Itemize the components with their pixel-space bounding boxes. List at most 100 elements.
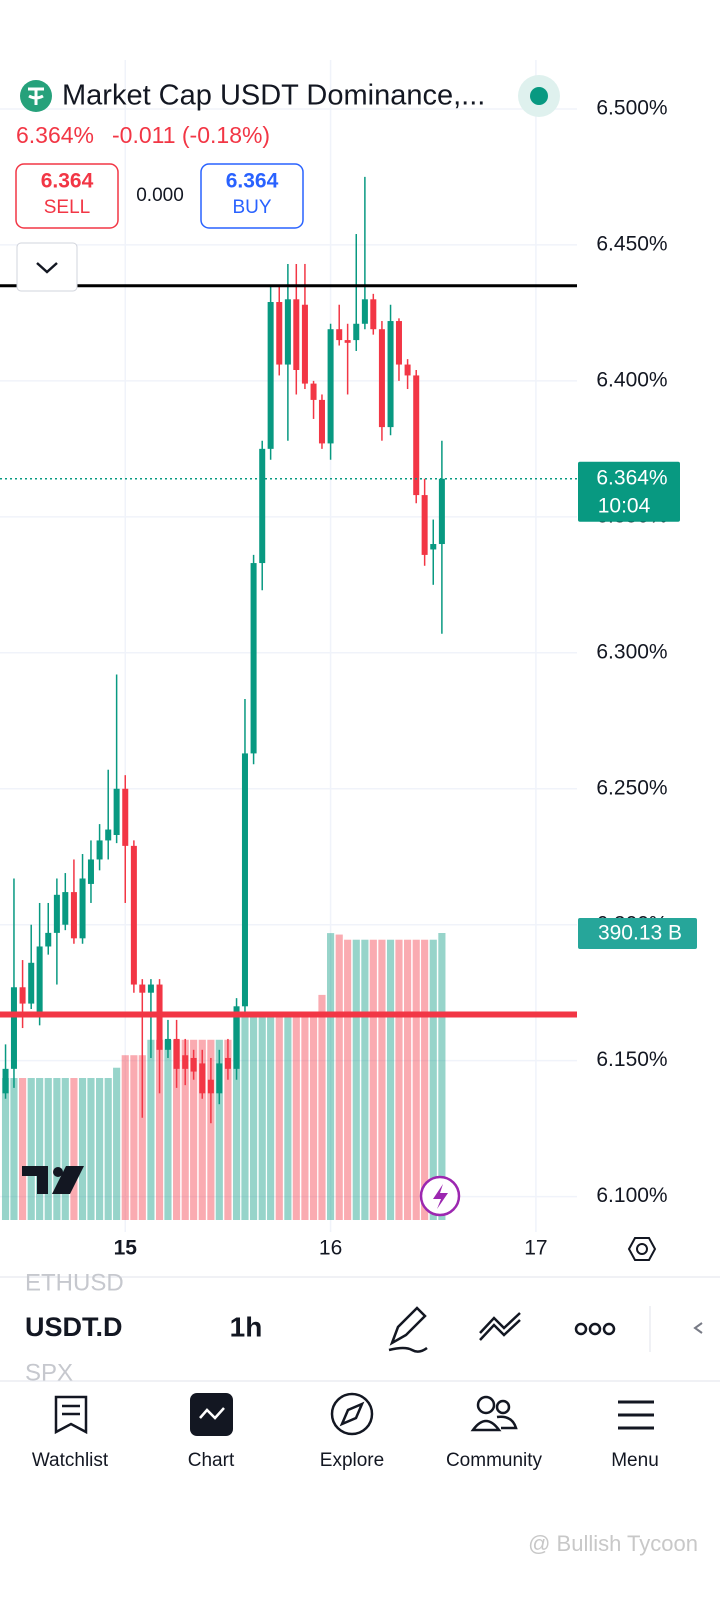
indicator-icon[interactable]: [479, 1312, 521, 1341]
candle-body: [430, 544, 437, 550]
interval[interactable]: 1h: [230, 1311, 263, 1342]
candle-body: [164, 1038, 171, 1050]
volume-bar: [232, 1014, 241, 1220]
candle-body: [207, 1079, 214, 1094]
chart-icon-glyph: [199, 1407, 225, 1420]
nav-label[interactable]: Watchlist: [32, 1450, 109, 1471]
spread: 0.000: [136, 185, 184, 206]
candle-body: [19, 987, 26, 1004]
candle-body: [327, 329, 334, 444]
volume-bar: [438, 933, 446, 1220]
draw-icon[interactable]: [388, 1306, 428, 1353]
candle-body: [216, 1063, 223, 1094]
candle-body: [36, 946, 43, 1015]
volume-bar: [27, 1078, 35, 1220]
volume-bar: [292, 1014, 300, 1220]
volume-bar: [250, 1014, 258, 1220]
y-tick-label: 6.400%: [596, 368, 667, 391]
volume-bar: [113, 1067, 121, 1220]
more-icon[interactable]: [574, 1322, 616, 1336]
volume-bar: [386, 939, 395, 1220]
volume-bar: [1, 1078, 10, 1220]
x-tick-label: 15: [114, 1237, 138, 1260]
explore-icon[interactable]: [330, 1392, 374, 1436]
last-price: 6.364%: [16, 122, 94, 148]
sell-label: SELL: [44, 197, 90, 218]
x-tick-label: 16: [319, 1237, 342, 1260]
volume-bar: [284, 1014, 292, 1220]
price-change: -0.011 (-0.18%): [112, 122, 270, 148]
candle-body: [139, 984, 146, 993]
candle-body: [2, 1068, 9, 1094]
candle-body: [173, 1038, 180, 1069]
candle-body: [62, 892, 69, 925]
volume-bar: [301, 1014, 309, 1220]
volume-bar: [10, 1078, 18, 1220]
plot: 6.100%6.150%6.200%6.250%6.300%6.350%6.40…: [0, 60, 697, 1260]
nav-label[interactable]: Community: [446, 1450, 543, 1471]
scroll-icon[interactable]: [693, 1322, 703, 1334]
sell-button[interactable]: [15, 163, 119, 229]
x-tick-label: 17: [524, 1237, 547, 1260]
y-tick-label: 6.100%: [596, 1184, 667, 1207]
candle-body: [344, 340, 351, 343]
watermark: @ Bullish Tycoon: [528, 1531, 698, 1556]
volume-bar: [215, 1039, 223, 1220]
nav-label[interactable]: Menu: [611, 1450, 659, 1471]
tv-logo: [22, 1166, 84, 1194]
volume-bar: [327, 933, 335, 1220]
candle-body: [404, 364, 411, 376]
volume-bar: [429, 939, 437, 1220]
volume-label-box: [578, 918, 697, 949]
volume-bar: [70, 1078, 78, 1220]
prev-symbol[interactable]: ETHUSD: [25, 1269, 124, 1296]
candle-body: [113, 788, 120, 835]
explore-icon-needle: [339, 1401, 365, 1427]
candle-body: [70, 892, 77, 939]
volume-bar: [155, 1039, 164, 1220]
community-icon[interactable]: [470, 1395, 518, 1432]
candle-body: [122, 788, 129, 846]
menu-icon[interactable]: [618, 1400, 654, 1430]
candle-body: [370, 299, 377, 330]
candle-body: [79, 878, 86, 939]
candle-body: [130, 845, 137, 985]
volume-bar: [275, 1014, 283, 1220]
candle-body: [147, 984, 154, 993]
candle-body: [353, 323, 360, 341]
nav-label[interactable]: Chart: [188, 1450, 235, 1471]
volume-bar: [361, 939, 369, 1220]
candle-body: [199, 1063, 206, 1094]
volume-bar: [198, 1039, 206, 1220]
volume-bar: [241, 1014, 249, 1220]
candle-body: [318, 399, 325, 444]
volume-bar: [207, 1039, 215, 1220]
y-tick-label: 6.150%: [596, 1048, 667, 1071]
candle-body: [233, 1006, 240, 1069]
volume-bar: [138, 1055, 146, 1220]
candle-body: [250, 563, 257, 754]
volume-bar: [36, 1078, 44, 1220]
candle-body: [413, 375, 420, 496]
volume-bar: [395, 939, 403, 1220]
volume-bar: [96, 1078, 104, 1220]
volume-bar: [44, 1078, 52, 1220]
volume-bar: [258, 1014, 266, 1220]
volume-bar: [173, 1039, 181, 1220]
collapse-button[interactable]: [16, 242, 78, 292]
settings-icon[interactable]: [627, 1237, 657, 1261]
volume-bar: [61, 1078, 69, 1220]
watchlist-icon[interactable]: [54, 1395, 88, 1435]
volume-bar: [147, 1039, 155, 1220]
next-symbol[interactable]: SPX: [25, 1359, 73, 1386]
nav-label[interactable]: Explore: [320, 1450, 384, 1471]
symbol[interactable]: USDT.D: [25, 1312, 123, 1342]
candle-body: [310, 383, 317, 400]
price-label-box: [578, 461, 680, 522]
buy-price: 6.364: [226, 170, 279, 193]
volume-label: 390.13 B: [598, 922, 682, 945]
buy-button[interactable]: [200, 163, 304, 229]
volume-bar: [404, 939, 412, 1220]
volume-bar: [190, 1039, 198, 1220]
volume-bar: [130, 1055, 138, 1220]
